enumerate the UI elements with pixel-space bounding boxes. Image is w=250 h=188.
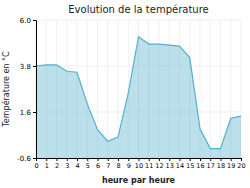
x-axis: 01234567891011121314151617181920 [34, 158, 245, 170]
tick-label: 5 [86, 162, 90, 170]
grid-line [220, 20, 221, 158]
tick: -0.6 [17, 155, 36, 163]
tick: 3 [65, 158, 69, 170]
tick-mark [98, 158, 99, 161]
area [36, 37, 241, 158]
tick-mark [33, 20, 36, 21]
tick: 5 [86, 158, 90, 170]
tick: 1.6 [20, 109, 36, 117]
tick-mark [180, 158, 181, 161]
tick-label: 19 [227, 162, 235, 170]
tick-mark [87, 158, 88, 161]
tick: 12 [155, 158, 163, 170]
tick-mark [33, 158, 36, 159]
tick-mark [200, 158, 201, 161]
grid-line [107, 20, 108, 158]
tick-mark [149, 158, 150, 161]
tick-mark [33, 66, 36, 67]
tick: 9 [127, 158, 131, 170]
marks [36, 37, 241, 158]
tick: 4 [75, 158, 79, 170]
tick-mark [108, 158, 109, 161]
y-axis: -0.6 1.6 3.8 6.0 [17, 17, 36, 163]
tick: 6.0 [20, 17, 36, 25]
tick: 1 [45, 158, 49, 170]
tick: 10 [135, 158, 143, 170]
tick-label: 12 [155, 162, 163, 170]
tick-label: 11 [145, 162, 153, 170]
tick: 0 [34, 158, 38, 170]
tick-label: 3.8 [20, 63, 31, 71]
tick-label: 2 [55, 162, 59, 170]
tick: 20 [237, 158, 245, 170]
grid-line [36, 20, 241, 21]
tick: 11 [145, 158, 153, 170]
tick-label: 15 [186, 162, 194, 170]
axis-line [33, 21, 37, 159]
tick-mark [190, 158, 191, 161]
tick-label: 7 [106, 162, 110, 170]
tick: 18 [217, 158, 225, 170]
tick-label: 16 [196, 162, 204, 170]
tick: 14 [176, 158, 184, 170]
tick-label: 20 [237, 162, 245, 170]
tick: 6 [96, 158, 100, 170]
tick-mark [67, 158, 68, 161]
y-axis-title: Température en °C [1, 51, 11, 128]
tick-mark [118, 158, 119, 161]
x-axis-title: heure par heure [102, 176, 176, 185]
tick-label: 8 [116, 162, 120, 170]
tick-label: 13 [166, 162, 174, 170]
tick-mark [169, 158, 170, 161]
tick-label: 14 [176, 162, 184, 170]
grid-line [210, 20, 211, 158]
tick-label: -0.6 [17, 155, 31, 163]
tick: 15 [186, 158, 194, 170]
tick: 19 [227, 158, 235, 170]
tick-mark [77, 158, 78, 161]
tick-mark [210, 158, 211, 161]
tick: 8 [116, 158, 120, 170]
tick: 16 [196, 158, 204, 170]
tick-mark [221, 158, 222, 161]
tick-label: 6.0 [20, 17, 31, 25]
tick-mark [57, 158, 58, 161]
tick: 3.8 [20, 63, 36, 71]
tick-label: 1 [45, 162, 49, 170]
tick: 2 [55, 158, 59, 170]
tick-mark [46, 158, 47, 161]
tick-label: 10 [135, 162, 143, 170]
tick-mark [139, 158, 140, 161]
grid [36, 20, 241, 158]
tick-label: 3 [65, 162, 69, 170]
tick-label: 6 [96, 162, 100, 170]
tick-mark [159, 158, 160, 161]
title: Evolution de la température [68, 4, 208, 15]
tick-mark [231, 158, 232, 161]
tick-mark [33, 112, 36, 113]
tick-mark [128, 158, 129, 161]
tick-label: 0 [34, 162, 38, 170]
tick-mark [241, 158, 242, 161]
chart: 01234567891011121314151617181920-0.61.63… [0, 0, 250, 188]
tick-label: 4 [75, 162, 79, 170]
tick-label: 9 [127, 162, 131, 170]
tick: 13 [166, 158, 174, 170]
line [36, 37, 241, 149]
tick-label: 18 [217, 162, 225, 170]
tick-label: 17 [207, 162, 215, 170]
tick: 7 [106, 158, 110, 170]
plot: 01234567891011121314151617181920-0.61.63… [17, 17, 245, 170]
tick: 17 [207, 158, 215, 170]
tick-label: 1.6 [20, 109, 32, 117]
